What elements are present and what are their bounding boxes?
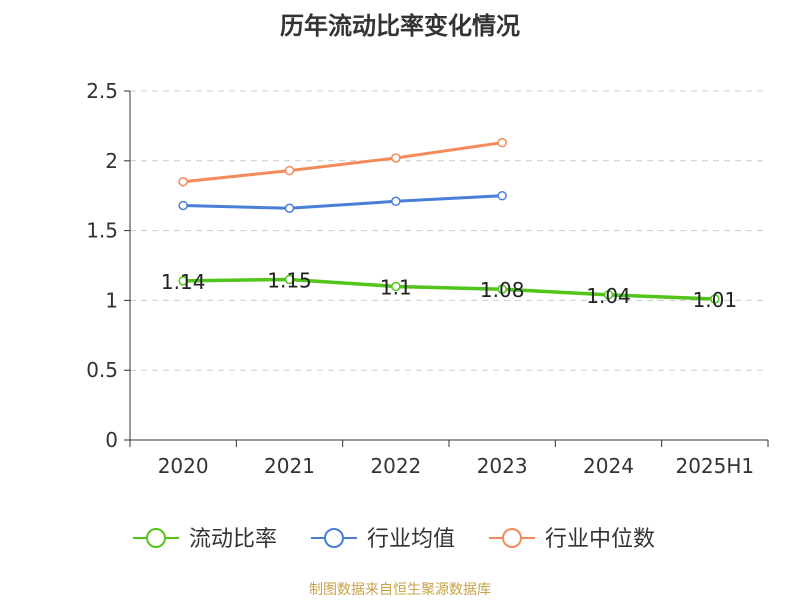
- data-point: [391, 153, 401, 163]
- axes: 0 0.5 1 1.5 2 2.5 2020 2021 2022 2023 2024 2025H1: [86, 79, 769, 478]
- legend-marker: [324, 528, 344, 548]
- data-point: [178, 200, 188, 211]
- data-label: 1.14: [161, 270, 206, 294]
- chart-title: 历年流动比率变化情况: [280, 12, 520, 40]
- data-point: [391, 196, 401, 207]
- data-label: 1.08: [480, 278, 525, 302]
- series-line: [181, 194, 504, 210]
- data-label: 1.1: [380, 275, 412, 299]
- grid-lines: [130, 90, 768, 371]
- source-footer: 制图数据来自恒生聚源数据库: [309, 582, 491, 598]
- data-point: [497, 137, 507, 148]
- legend-label: 行业中位数: [545, 527, 655, 552]
- data-label: 1.15: [267, 268, 312, 292]
- data-point: [710, 294, 720, 304]
- data-point: [284, 203, 295, 214]
- series-lines: [178, 137, 720, 304]
- series-line: [181, 277, 717, 301]
- x-tick-label: 2024: [583, 454, 634, 478]
- y-tick-label: 1: [105, 288, 118, 312]
- x-tick-label: 2020: [158, 454, 209, 478]
- y-tick-label: 1.5: [86, 219, 118, 243]
- legend-label: 行业均值: [367, 527, 455, 552]
- legend: 流动比率 行业均值 行业中位数: [133, 527, 655, 552]
- x-tick-label: 2025H1: [675, 454, 754, 478]
- legend-marker: [502, 528, 522, 548]
- data-label: 1.04: [586, 284, 631, 308]
- y-tick-label: 0: [105, 428, 118, 452]
- data-labels: 1.14 1.15 1.1 1.08 1.04 1.01: [161, 268, 737, 312]
- series-line: [181, 141, 504, 184]
- data-point: [497, 190, 507, 201]
- y-tick-label: 0.5: [86, 358, 118, 382]
- y-tick-label: 2: [105, 149, 118, 173]
- x-tick-label: 2023: [477, 454, 528, 478]
- x-tick-label: 2021: [264, 454, 315, 478]
- data-point: [603, 290, 614, 300]
- x-tick-label: 2022: [370, 454, 421, 478]
- legend-label: 流动比率: [189, 527, 277, 552]
- data-point: [284, 274, 295, 285]
- data-point: [391, 281, 401, 292]
- data-point: [284, 165, 295, 176]
- data-point: [178, 276, 188, 286]
- y-tick-label: 2.5: [86, 79, 118, 103]
- legend-marker: [146, 528, 166, 548]
- data-point: [178, 176, 188, 187]
- data-label: 1.01: [693, 288, 738, 312]
- data-point: [497, 284, 507, 294]
